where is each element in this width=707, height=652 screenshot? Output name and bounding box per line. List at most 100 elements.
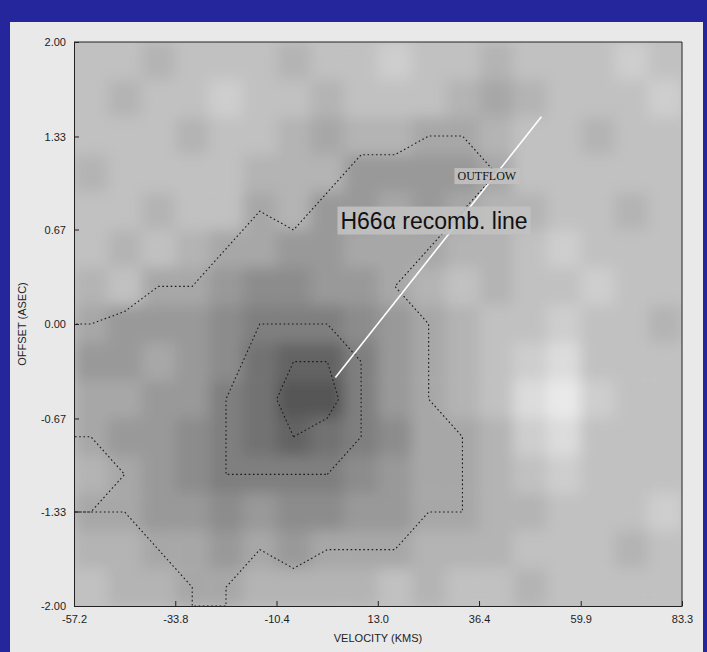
cell — [547, 568, 581, 606]
cell — [648, 418, 682, 456]
cell — [378, 230, 412, 268]
cell — [209, 42, 243, 80]
cell — [209, 268, 243, 306]
tick: -2.00 — [41, 600, 79, 612]
cell — [648, 493, 682, 531]
slide-background — [0, 0, 707, 652]
page-panel — [10, 22, 703, 652]
cell — [74, 80, 108, 118]
cell — [614, 192, 648, 230]
cell — [412, 568, 446, 606]
cell — [513, 568, 547, 606]
cell — [243, 268, 277, 306]
cell — [74, 268, 108, 306]
annotation-patch — [337, 207, 530, 235]
cell — [547, 343, 581, 381]
cell — [378, 42, 412, 80]
cell — [614, 155, 648, 193]
cell — [547, 80, 581, 118]
cell — [74, 192, 108, 230]
cell — [108, 192, 142, 230]
cell — [344, 117, 378, 155]
cell — [614, 305, 648, 343]
cell — [108, 418, 142, 456]
cell — [344, 230, 378, 268]
cell — [581, 42, 615, 80]
cell — [209, 192, 243, 230]
tick-mark — [378, 601, 379, 606]
cell — [513, 531, 547, 569]
cell — [243, 568, 277, 606]
tick-label: 1.33 — [45, 130, 66, 142]
cell — [614, 80, 648, 118]
cell — [581, 230, 615, 268]
cell — [310, 493, 344, 531]
cell — [108, 380, 142, 418]
cell — [648, 343, 682, 381]
cell — [108, 155, 142, 193]
cell — [243, 380, 277, 418]
cell — [175, 456, 209, 494]
tick: 13.0 — [368, 601, 389, 625]
cell — [142, 568, 176, 606]
cell — [648, 230, 682, 268]
tick-mark — [74, 512, 79, 513]
cell — [446, 42, 480, 80]
cell — [344, 80, 378, 118]
cell — [479, 117, 513, 155]
cell — [142, 380, 176, 418]
cell — [378, 418, 412, 456]
cell — [108, 531, 142, 569]
contour — [226, 324, 361, 474]
cell — [175, 305, 209, 343]
cell — [74, 230, 108, 268]
cell — [243, 418, 277, 456]
cell — [277, 531, 311, 569]
cell — [310, 42, 344, 80]
tick-label: 13.0 — [368, 613, 389, 625]
cell — [175, 343, 209, 381]
cell — [446, 380, 480, 418]
cell — [648, 117, 682, 155]
cell — [412, 117, 446, 155]
cell — [648, 305, 682, 343]
cell — [108, 230, 142, 268]
cell — [648, 531, 682, 569]
cell — [513, 305, 547, 343]
tick-label: -0.67 — [41, 412, 66, 424]
cell — [648, 80, 682, 118]
cell — [581, 380, 615, 418]
tick: 0.67 — [45, 224, 79, 236]
cell — [74, 343, 108, 381]
cell — [277, 568, 311, 606]
cell — [175, 493, 209, 531]
cell — [378, 117, 412, 155]
cell — [344, 268, 378, 306]
cell — [209, 456, 243, 494]
cell — [479, 343, 513, 381]
axis-line — [75, 606, 683, 607]
cell — [614, 418, 648, 456]
cell — [142, 343, 176, 381]
cell — [581, 343, 615, 381]
cell — [209, 305, 243, 343]
cell — [378, 380, 412, 418]
cell — [108, 117, 142, 155]
cell — [479, 456, 513, 494]
cell — [446, 568, 480, 606]
tick-label: -2.00 — [41, 600, 66, 612]
cell — [614, 343, 648, 381]
cell — [446, 230, 480, 268]
cell — [581, 568, 615, 606]
cell — [513, 493, 547, 531]
cell — [310, 380, 344, 418]
tick-label: 36.4 — [469, 613, 490, 625]
cell — [547, 155, 581, 193]
cell — [277, 155, 311, 193]
cell — [277, 42, 311, 80]
cell — [547, 42, 581, 80]
frame-top — [74, 42, 682, 43]
cell — [479, 230, 513, 268]
cell — [344, 531, 378, 569]
chart-root: -57.2-33.8-10.413.036.459.983.32.001.330… — [0, 0, 707, 652]
